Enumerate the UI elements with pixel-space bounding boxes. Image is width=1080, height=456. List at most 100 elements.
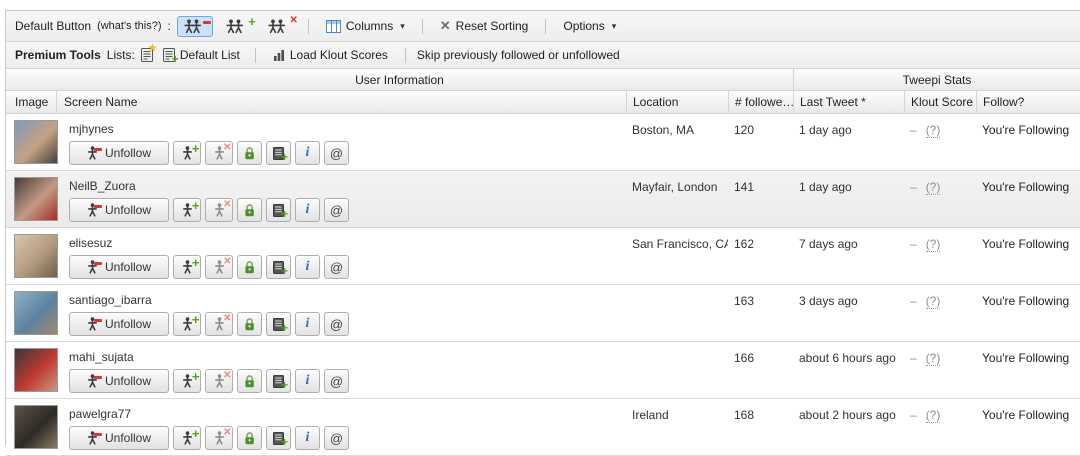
klout-help-link[interactable]: (?) xyxy=(925,237,941,252)
klout-help-link[interactable]: (?) xyxy=(925,408,941,423)
protect-button[interactable] xyxy=(237,312,262,336)
unfollow-button[interactable]: Unfollow xyxy=(69,369,169,393)
info-icon: i xyxy=(305,202,310,217)
add-to-list-button[interactable]: + xyxy=(266,141,291,165)
add-to-list-button[interactable]: + xyxy=(266,312,291,336)
followers-cell: 168 xyxy=(734,408,755,422)
info-icon: i xyxy=(305,430,310,445)
force-unfollow-button[interactable]: ✕ xyxy=(205,198,233,222)
force-unfollow-button[interactable]: ✕ xyxy=(205,426,233,450)
table-row: mahi_sujata Unfollow xyxy=(6,342,1080,399)
last-tweet-cell: 3 days ago xyxy=(799,294,858,308)
avatar[interactable] xyxy=(14,348,58,392)
followers-cell: 166 xyxy=(734,351,755,365)
force-unfollow-button[interactable]: ✕ xyxy=(205,141,233,165)
unfollow-button[interactable]: Unfollow xyxy=(69,255,169,279)
list-star-button[interactable]: ★ xyxy=(140,44,157,62)
column-header-followers[interactable]: # followe… xyxy=(728,91,793,113)
force-unfollow-button[interactable]: ✕ xyxy=(205,255,233,279)
klout-help-link[interactable]: (?) xyxy=(925,180,941,195)
minus-badge-icon xyxy=(202,20,211,24)
info-button[interactable]: i xyxy=(295,426,320,450)
info-button[interactable]: i xyxy=(295,369,320,393)
unfollow-button[interactable]: Unfollow xyxy=(69,141,169,165)
screen-name: NeilB_Zuora xyxy=(69,179,136,193)
mention-button[interactable]: @ xyxy=(324,198,349,222)
reset-sorting-button[interactable]: ✕ Reset Sorting xyxy=(434,15,535,37)
mention-button[interactable]: @ xyxy=(324,141,349,165)
person-minus-icon xyxy=(87,431,102,445)
add-to-list-button[interactable]: + xyxy=(266,255,291,279)
at-icon: @ xyxy=(329,202,344,218)
default-unfollow-toggle[interactable] xyxy=(176,15,213,37)
person-x-icon: ✕ xyxy=(214,143,232,160)
location-cell: Mayfair, London xyxy=(632,180,718,194)
follow-button[interactable]: + xyxy=(173,198,201,222)
avatar[interactable] xyxy=(14,291,58,335)
unfollow-button[interactable]: Unfollow xyxy=(69,426,169,450)
mention-button[interactable]: @ xyxy=(324,369,349,393)
column-header-image[interactable]: Image xyxy=(15,95,49,109)
protect-button[interactable] xyxy=(237,255,262,279)
info-button[interactable]: i xyxy=(295,312,320,336)
follow-button[interactable]: + xyxy=(173,312,201,336)
follow-button[interactable]: + xyxy=(173,369,201,393)
unfollow-label: Unfollow xyxy=(104,260,152,274)
info-button[interactable]: i xyxy=(295,141,320,165)
info-icon: i xyxy=(305,145,310,160)
load-klout-scores-button[interactable]: Load Klout Scores xyxy=(267,45,394,65)
default-block-toggle[interactable]: ✕ xyxy=(261,14,298,37)
follow-button[interactable]: + xyxy=(173,141,201,165)
options-button[interactable]: Options ▾ xyxy=(557,16,622,36)
list-plus-icon: + xyxy=(273,260,288,277)
info-button[interactable]: i xyxy=(295,198,320,222)
mention-button[interactable]: @ xyxy=(324,426,349,450)
protect-button[interactable] xyxy=(237,198,262,222)
person-minus-icon xyxy=(87,146,102,160)
force-unfollow-button[interactable]: ✕ xyxy=(205,312,233,336)
x-badge-icon: ✕ xyxy=(289,14,298,26)
avatar[interactable] xyxy=(14,120,58,164)
screen-name: pawelgra77 xyxy=(69,407,132,421)
default-list-label: Default List xyxy=(179,48,240,62)
follow-button[interactable]: + xyxy=(173,426,201,450)
chevron-down-icon: ▾ xyxy=(400,20,405,31)
column-header-screen-name[interactable]: Screen Name xyxy=(56,91,626,113)
columns-button[interactable]: Columns ▾ xyxy=(320,16,411,36)
protect-button[interactable] xyxy=(237,369,262,393)
avatar[interactable] xyxy=(14,177,58,221)
klout-help-link[interactable]: (?) xyxy=(925,294,941,309)
x-badge-icon: ✕ xyxy=(223,313,232,324)
default-follow-toggle[interactable]: + xyxy=(219,15,256,37)
person-minus-icon xyxy=(87,317,102,331)
follow-button[interactable]: + xyxy=(173,255,201,279)
klout-help-link[interactable]: (?) xyxy=(925,123,941,138)
person-plus-icon: + xyxy=(182,256,200,274)
default-list-button[interactable]: + Default List xyxy=(159,45,244,65)
column-header-location[interactable]: Location xyxy=(626,91,728,113)
column-header-follow[interactable]: Follow? xyxy=(976,91,1080,113)
mention-button[interactable]: @ xyxy=(324,312,349,336)
avatar[interactable] xyxy=(14,234,58,278)
column-header-last-tweet[interactable]: Last Tweet * xyxy=(793,91,904,113)
add-to-list-button[interactable]: + xyxy=(266,426,291,450)
klout-help-link[interactable]: (?) xyxy=(925,351,941,366)
location-cell: Boston, MA xyxy=(632,123,695,137)
followers-cell: 163 xyxy=(734,294,755,308)
column-header-klout-score[interactable]: Klout Score xyxy=(904,91,976,113)
skip-previously-followed-option[interactable]: Skip previously followed or unfollowed xyxy=(416,48,620,62)
force-unfollow-button[interactable]: ✕ xyxy=(205,369,233,393)
toolbar-divider xyxy=(254,47,256,63)
klout-value: – xyxy=(910,351,917,365)
add-to-list-button[interactable]: + xyxy=(266,369,291,393)
avatar[interactable] xyxy=(14,405,58,449)
whats-this-link[interactable]: (what's this?) xyxy=(97,20,162,32)
unfollow-button[interactable]: Unfollow xyxy=(69,312,169,336)
mention-button[interactable]: @ xyxy=(324,255,349,279)
protect-button[interactable] xyxy=(237,141,262,165)
info-button[interactable]: i xyxy=(295,255,320,279)
add-to-list-button[interactable]: + xyxy=(266,198,291,222)
protect-button[interactable] xyxy=(237,426,262,450)
follow-status-cell: You're Following xyxy=(982,294,1070,308)
unfollow-button[interactable]: Unfollow xyxy=(69,198,169,222)
